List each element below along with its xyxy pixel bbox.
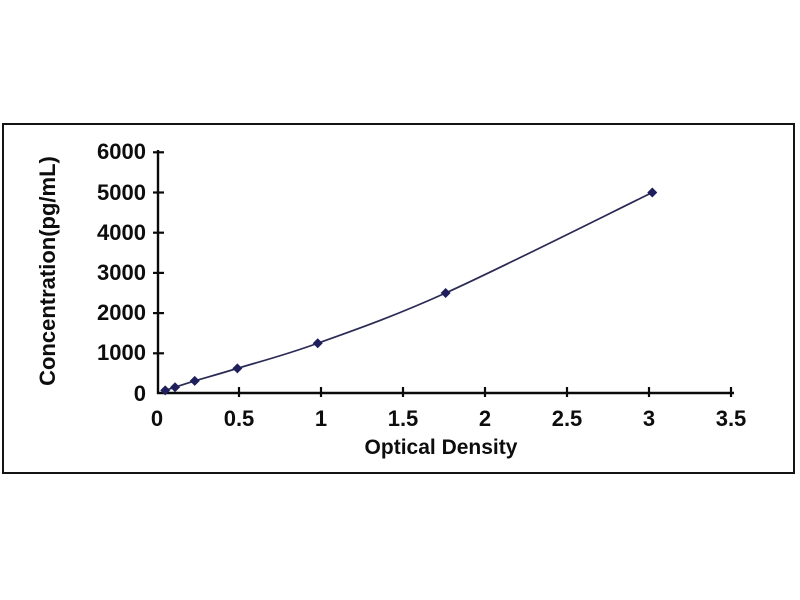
- x-tick-label: 1: [314, 406, 328, 431]
- y-tick-label: 0: [133, 380, 146, 406]
- x-tick-label: 0: [150, 406, 164, 431]
- y-axis-title: Concentration(pg/mL): [35, 156, 60, 386]
- x-tick-label: 1.5: [387, 406, 419, 431]
- standard-curve-line: [164, 191, 653, 392]
- data-point-diamond: [189, 375, 200, 386]
- y-tick-label: 2000: [97, 300, 146, 326]
- y-tick-label: 6000: [97, 139, 146, 165]
- data-point-markers: [160, 187, 658, 396]
- data-point-diamond: [312, 338, 323, 349]
- y-tick-label: 4000: [97, 219, 146, 245]
- x-tick-label: 2.5: [551, 406, 583, 431]
- x-axis-title: Optical Density: [364, 436, 518, 459]
- y-axis-ticks: [153, 151, 164, 355]
- y-tick-label: 3000: [97, 259, 146, 285]
- x-tick-label: 0.5: [223, 406, 255, 431]
- x-tick-label: 2: [478, 406, 492, 431]
- data-point-diamond: [170, 382, 181, 393]
- data-point-diamond: [440, 288, 451, 298]
- chart-frame: [2, 123, 795, 474]
- y-tick-label: 1000: [97, 340, 146, 366]
- x-tick-label: 3.5: [715, 406, 747, 431]
- x-tick-label: 3: [642, 406, 656, 431]
- data-point-diamond: [647, 187, 658, 198]
- y-tick-label: 5000: [97, 179, 146, 205]
- data-point-diamond: [232, 363, 243, 374]
- data-point-diamond: [160, 385, 171, 396]
- x-axis-ticks: [237, 387, 733, 397]
